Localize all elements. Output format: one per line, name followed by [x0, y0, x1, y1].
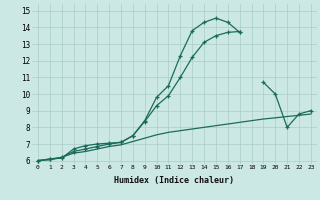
X-axis label: Humidex (Indice chaleur): Humidex (Indice chaleur) — [115, 176, 234, 185]
